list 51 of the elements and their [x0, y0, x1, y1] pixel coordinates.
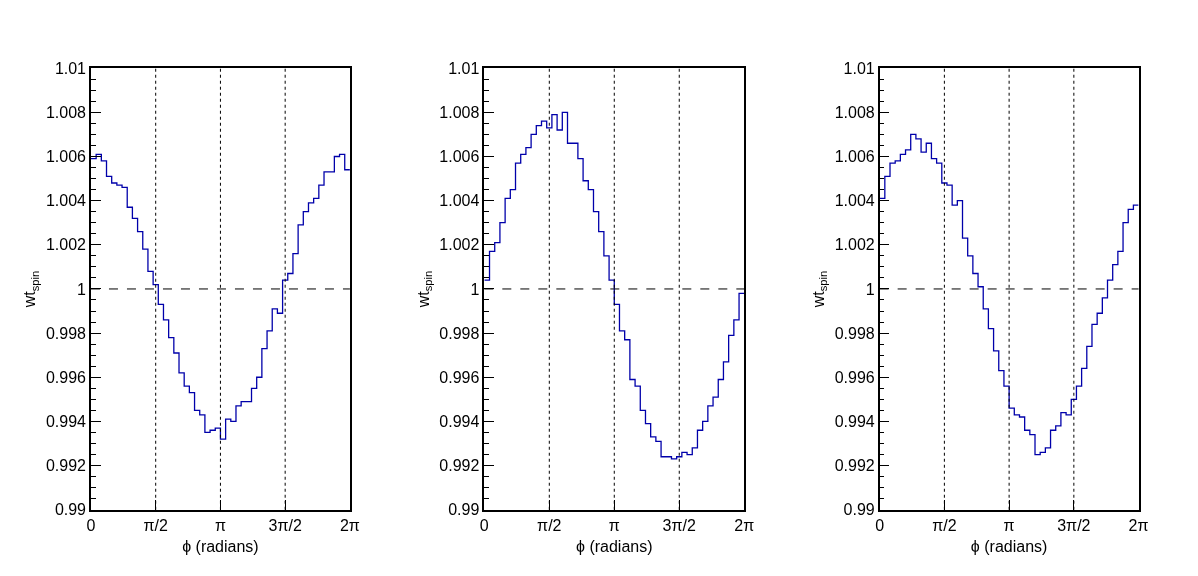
- y-tick-label: 1: [470, 280, 480, 298]
- x-tick-label: 2π: [1128, 516, 1149, 534]
- x-tick-label: π: [214, 516, 226, 534]
- y-tick-label: 0.996: [439, 368, 480, 386]
- y-tick-label: 0.998: [439, 324, 480, 342]
- y-tick-label: 1.006: [439, 148, 480, 166]
- y-tick-label: 0.994: [45, 413, 87, 431]
- x-tick-label: 3π/2: [268, 516, 302, 534]
- x-tick-label: 2π: [339, 516, 360, 534]
- y-tick-label: 0.99: [448, 501, 480, 519]
- x-tick-label: π: [1003, 516, 1015, 534]
- y-tick-label: 0.99: [54, 501, 87, 519]
- x-tick-label: π/2: [143, 516, 168, 534]
- y-tick-label: 1.008: [834, 103, 875, 121]
- y-tick-label: 1: [77, 280, 87, 298]
- x-tick-label: 2π: [734, 516, 755, 534]
- y-tick-label: 1.008: [439, 103, 480, 121]
- y-tick-label: 1.004: [45, 192, 87, 210]
- y-tick-label: 1.006: [834, 148, 875, 166]
- y-tick-label: 1.002: [834, 236, 875, 254]
- y-tick-label: 1.006: [45, 148, 87, 166]
- y-tick-label: 0.994: [834, 413, 875, 431]
- y-tick-label: 1.01: [54, 59, 87, 77]
- y-tick-label: 0.998: [834, 324, 875, 342]
- x-tick-label: π/2: [932, 516, 957, 534]
- y-tick-label: 1.01: [448, 59, 480, 77]
- y-tick-label: 1: [865, 280, 875, 298]
- x-tick-label: 0: [86, 516, 96, 534]
- x-tick-label: 0: [875, 516, 885, 534]
- y-tick-label: 0.994: [439, 413, 480, 431]
- y-tick-label: 1.002: [439, 236, 480, 254]
- x-tick-label: π: [608, 516, 620, 534]
- y-tick-label: 0.992: [439, 457, 480, 475]
- y-tick-label: 0.996: [834, 368, 875, 386]
- y-tick-label: 0.996: [45, 368, 87, 386]
- x-axis-title: ϕ (radians): [182, 537, 259, 555]
- x-tick-label: 0: [479, 516, 489, 534]
- y-tick-label: 1.002: [45, 236, 87, 254]
- y-tick-label: 0.992: [45, 457, 87, 475]
- y-tick-label: 1.004: [834, 192, 875, 210]
- y-tick-label: 0.99: [843, 501, 875, 519]
- y-tick-label: 1.008: [45, 103, 87, 121]
- y-tick-label: 1.01: [843, 59, 875, 77]
- y-tick-label: 0.998: [45, 324, 87, 342]
- y-tick-label: 0.992: [834, 457, 875, 475]
- x-tick-label: 3π/2: [1057, 516, 1091, 534]
- x-axis-title: ϕ (radians): [970, 537, 1048, 555]
- x-axis-title: ϕ (radians): [576, 537, 653, 555]
- y-tick-label: 1.004: [439, 192, 480, 210]
- x-tick-label: 3π/2: [662, 516, 696, 534]
- x-tick-label: π/2: [537, 516, 562, 534]
